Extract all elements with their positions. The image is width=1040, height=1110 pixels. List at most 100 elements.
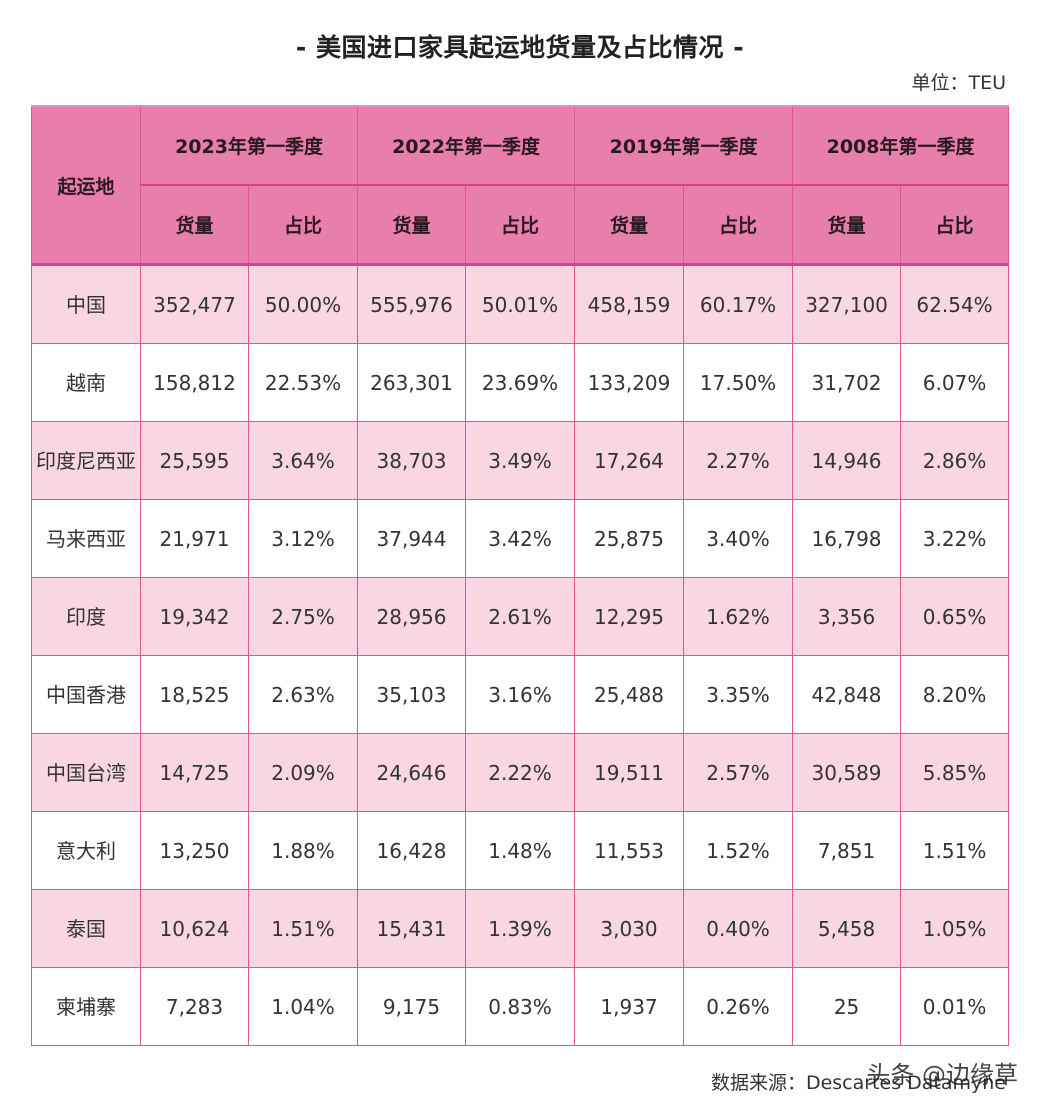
share-cell: 3.16% <box>465 655 576 734</box>
header-period-2008q1: 2008年第一季度 <box>792 105 1010 186</box>
header-share: 占比 <box>900 184 1010 266</box>
volume-cell: 24,646 <box>357 733 467 812</box>
header-share: 占比 <box>247 184 359 266</box>
volume-cell: 25,595 <box>140 421 249 500</box>
header-volume: 货量 <box>792 184 902 266</box>
header-period-2023q1: 2023年第一季度 <box>139 105 359 186</box>
origin-cell: 泰国 <box>31 889 141 968</box>
volume-cell: 21,971 <box>140 499 249 578</box>
share-cell: 22.53% <box>247 343 359 422</box>
volume-cell: 18,525 <box>140 655 249 734</box>
share-cell: 1.04% <box>247 967 359 1046</box>
header-origin: 起运地 <box>31 105 141 266</box>
volume-cell: 7,283 <box>140 967 249 1046</box>
volume-cell: 352,477 <box>140 264 249 344</box>
volume-cell: 35,103 <box>357 655 467 734</box>
share-cell: 3.64% <box>247 421 359 500</box>
origin-cell: 中国 <box>31 264 141 344</box>
volume-cell: 9,175 <box>357 967 467 1046</box>
share-cell: 2.22% <box>465 733 576 812</box>
share-cell: 1.52% <box>683 811 794 890</box>
origin-cell: 中国香港 <box>31 655 141 734</box>
volume-cell: 42,848 <box>792 655 902 734</box>
origin-cell: 马来西亚 <box>31 499 141 578</box>
share-cell: 1.88% <box>247 811 359 890</box>
volume-cell: 11,553 <box>574 811 685 890</box>
volume-cell: 7,851 <box>792 811 902 890</box>
volume-cell: 158,812 <box>140 343 249 422</box>
volume-cell: 327,100 <box>792 264 902 344</box>
table-row: 中国 352,477 50.00% 555,976 50.01% 458,159 60.17… <box>31 264 1010 344</box>
volume-cell: 30,589 <box>792 733 902 812</box>
volume-cell: 3,356 <box>792 577 902 656</box>
table-row: 意大利 13,250 1.88% 16,428 1.48% 11,553 1.52% 7,85… <box>31 811 1010 890</box>
share-cell: 2.75% <box>247 577 359 656</box>
volume-cell: 28,956 <box>357 577 467 656</box>
volume-cell: 19,511 <box>574 733 685 812</box>
volume-cell: 555,976 <box>357 264 467 344</box>
share-cell: 2.86% <box>900 421 1010 500</box>
page-title: - 美国进口家具起运地货量及占比情况 - <box>295 33 745 62</box>
share-cell: 0.01% <box>900 967 1010 1046</box>
share-cell: 0.40% <box>683 889 794 968</box>
table-row: 中国台湾 14,725 2.09% 24,646 2.22% 19,511 2.57% 30,… <box>31 733 1010 812</box>
volume-cell: 25,875 <box>574 499 685 578</box>
table-row: 印度尼西亚 25,595 3.64% 38,703 3.49% 17,264 2.27% 14… <box>31 421 1010 500</box>
share-cell: 5.85% <box>900 733 1010 812</box>
volume-cell: 3,030 <box>574 889 685 968</box>
share-cell: 3.35% <box>683 655 794 734</box>
share-cell: 17.50% <box>683 343 794 422</box>
share-cell: 3.40% <box>683 499 794 578</box>
table-row: 中国香港 18,525 2.63% 35,103 3.16% 25,488 3.35% 42,… <box>31 655 1010 734</box>
volume-cell: 14,725 <box>140 733 249 812</box>
share-cell: 3.49% <box>465 421 576 500</box>
origin-cell: 印度 <box>31 577 141 656</box>
volume-cell: 31,702 <box>792 343 902 422</box>
volume-cell: 15,431 <box>357 889 467 968</box>
share-cell: 6.07% <box>900 343 1010 422</box>
header-period-2022q1: 2022年第一季度 <box>357 105 576 186</box>
watermark: 头条 @边缘草 <box>866 1061 1018 1089</box>
table-row: 马来西亚 21,971 3.12% 37,944 3.42% 25,875 3.40% 16,… <box>31 499 1010 578</box>
share-cell: 3.22% <box>900 499 1010 578</box>
share-cell: 2.63% <box>247 655 359 734</box>
unit-label: 单位：TEU <box>911 72 1006 94</box>
volume-cell: 19,342 <box>140 577 249 656</box>
share-cell: 1.05% <box>900 889 1010 968</box>
share-cell: 1.39% <box>465 889 576 968</box>
header-share: 占比 <box>683 184 794 266</box>
volume-cell: 16,428 <box>357 811 467 890</box>
volume-cell: 17,264 <box>574 421 685 500</box>
volume-cell: 38,703 <box>357 421 467 500</box>
share-cell: 50.01% <box>465 264 576 344</box>
volume-cell: 25 <box>792 967 902 1046</box>
header-volume: 货量 <box>574 184 685 266</box>
share-cell: 2.57% <box>683 733 794 812</box>
share-cell: 1.51% <box>247 889 359 968</box>
volume-cell: 12,295 <box>574 577 685 656</box>
volume-cell: 16,798 <box>792 499 902 578</box>
share-cell: 2.27% <box>683 421 794 500</box>
volume-cell: 14,946 <box>792 421 902 500</box>
share-cell: 0.26% <box>683 967 794 1046</box>
share-cell: 1.51% <box>900 811 1010 890</box>
table-row: 越南 158,812 22.53% 263,301 23.69% 133,209 17.50… <box>31 343 1010 422</box>
share-cell: 0.83% <box>465 967 576 1046</box>
share-cell: 2.61% <box>465 577 576 656</box>
share-cell: 3.12% <box>247 499 359 578</box>
origin-cell: 越南 <box>31 343 141 422</box>
share-cell: 50.00% <box>247 264 359 344</box>
header-volume: 货量 <box>140 184 249 266</box>
share-cell: 60.17% <box>683 264 794 344</box>
volume-cell: 37,944 <box>357 499 467 578</box>
share-cell: 62.54% <box>900 264 1010 344</box>
header-volume: 货量 <box>357 184 467 266</box>
share-cell: 0.65% <box>900 577 1010 656</box>
volume-cell: 133,209 <box>574 343 685 422</box>
origin-cell: 中国台湾 <box>31 733 141 812</box>
share-cell: 23.69% <box>465 343 576 422</box>
origin-cell: 印度尼西亚 <box>31 421 141 500</box>
volume-cell: 10,624 <box>140 889 249 968</box>
table-row: 泰国 10,624 1.51% 15,431 1.39% 3,030 0.40% 5,458 1… <box>31 889 1010 968</box>
table-row: 柬埔寨 7,283 1.04% 9,175 0.83% 1,937 0.26% 25 0.01% <box>31 967 1010 1046</box>
